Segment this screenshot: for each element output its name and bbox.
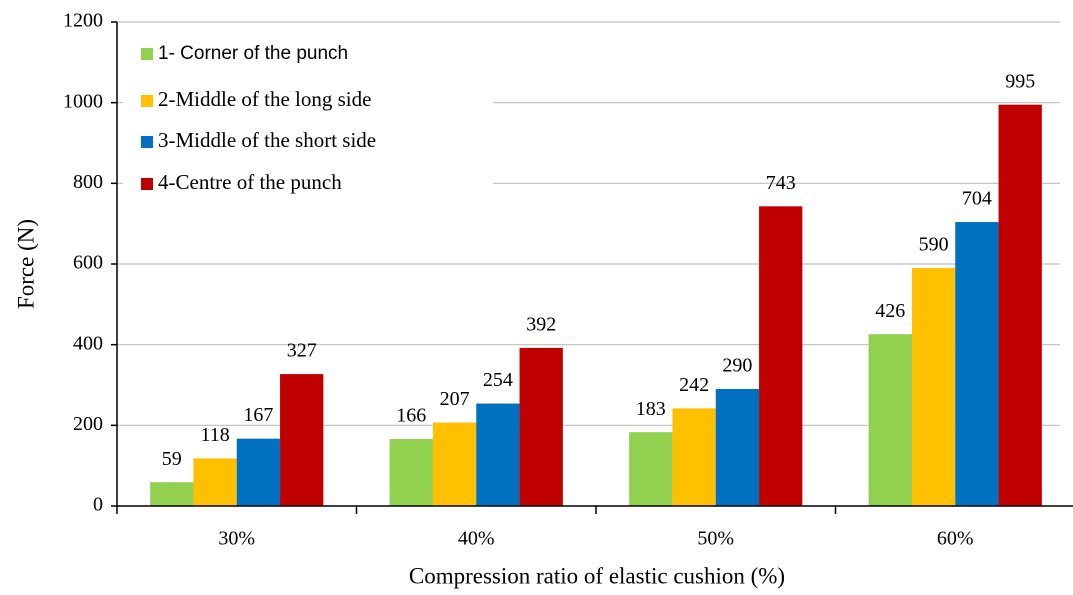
bar [280,374,324,506]
x-tick-label: 50% [697,528,734,550]
value-label: 118 [200,424,229,446]
value-label: 290 [722,355,752,377]
x-tick-label: 40% [458,528,495,550]
y-tick-label: 1200 [63,10,103,32]
y-tick-label: 800 [73,171,103,193]
x-axis-label: Compression ratio of elastic cushion (%) [409,563,785,588]
value-label: 590 [919,234,949,256]
y-tick-label: 0 [93,494,103,516]
y-tick-label: 200 [73,413,103,435]
value-label: 254 [483,369,513,391]
y-tick-label: 600 [73,252,103,274]
legend-label: 4-Centre of the punch [158,170,342,194]
legend-label: 3-Middle of the short side [158,128,376,152]
value-label: 426 [875,300,905,322]
value-label: 327 [287,340,317,362]
legend-swatch [141,95,153,107]
bar [519,347,563,506]
bar [759,206,803,506]
bar [193,458,237,506]
value-label: 242 [679,374,709,396]
x-tick-label: 30% [218,528,255,550]
bar [150,482,194,506]
value-label: 167 [243,404,273,426]
y-tick-label: 1000 [63,90,103,112]
bar [476,403,520,506]
legend-swatch [141,178,153,190]
value-label: 704 [962,188,992,210]
x-tick-label: 60% [937,528,974,550]
y-tick-label: 400 [73,332,103,354]
value-label: 59 [162,448,182,470]
bar [911,268,956,506]
legend-swatch [141,48,153,60]
bar [672,408,716,506]
bar [998,104,1042,506]
value-label: 207 [440,388,470,410]
legend-box [123,30,493,205]
bar [629,432,673,506]
value-label: 743 [766,172,796,194]
bar [955,222,999,506]
legend-label: 2-Middle of the long side [158,87,371,111]
bar [236,438,281,506]
bar [389,439,433,506]
bar [868,334,912,506]
value-label: 166 [396,405,426,427]
value-label: 183 [636,398,666,420]
y-axis-label: Force (N) [13,219,38,309]
legend-swatch [141,136,153,148]
value-label: 392 [526,313,556,335]
value-label: 995 [1005,70,1035,92]
bar [715,389,760,506]
legend-label: 1- Corner of the punch [158,43,348,64]
bar [432,422,477,506]
